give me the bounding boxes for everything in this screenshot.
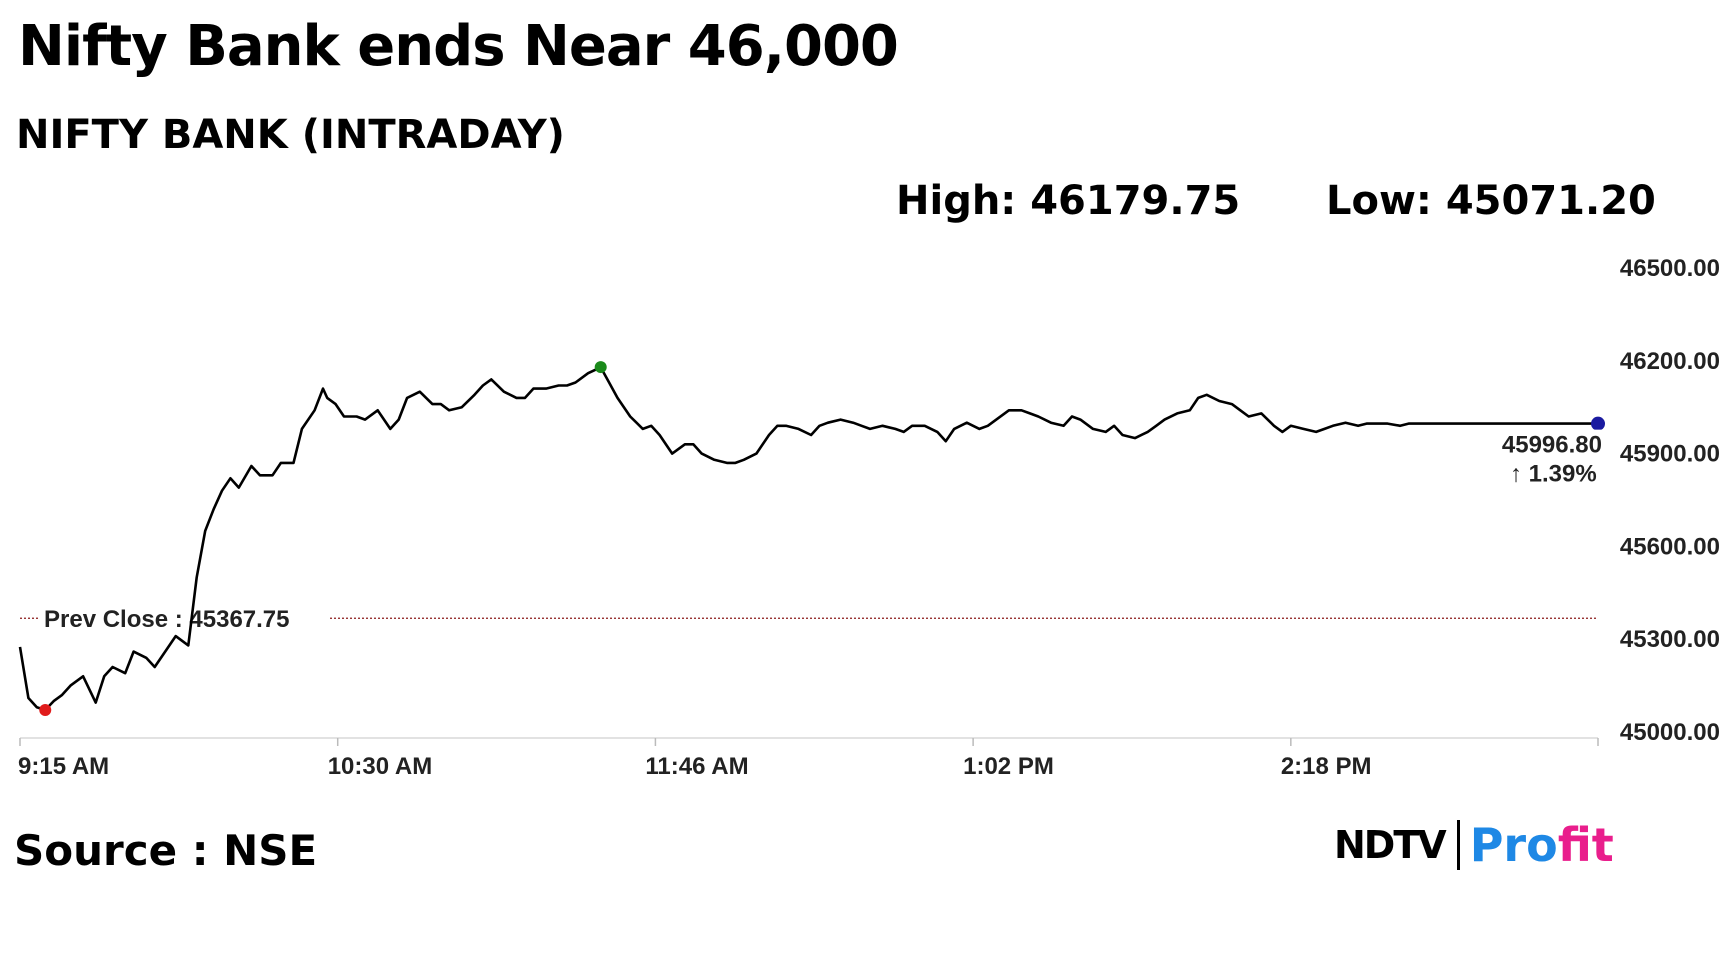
y-tick-label: 45000.00 [1620,719,1720,746]
day-low-label: Low: 45071.20 [1326,178,1656,224]
logo-profit-text: Profit [1470,818,1614,872]
prev-close-label: Prev Close : 45367.75 [44,606,290,633]
logo-ndtv-text: NDTV [1334,823,1447,867]
chart-subtitle: NIFTY BANK (INTRADAY) [16,112,565,158]
y-tick-label: 45600.00 [1620,533,1720,560]
x-tick-label: 9:15 AM [18,753,109,780]
x-tick-label: 2:18 PM [1281,753,1372,780]
change-percent-label: ↑ 1.39% [1510,461,1597,488]
ndtv-profit-logo: NDTV Profit [1334,818,1614,872]
x-tick-label: 1:02 PM [963,753,1054,780]
last-price-marker [1591,416,1605,431]
source-label: Source : NSE [14,826,318,875]
day-high-label: High: 46179.75 [896,178,1241,224]
logo-divider [1456,820,1460,870]
y-tick-label: 45900.00 [1620,441,1720,468]
x-tick-label: 11:46 AM [645,753,748,780]
price-series [18,365,1598,712]
chart-title: Nifty Bank ends Near 46,000 [18,14,899,79]
x-tick-label: 10:30 AM [328,753,432,780]
y-tick-label: 46200.00 [1620,348,1720,375]
last-price-label-bg [1508,429,1604,458]
last-price-label: 45996.80 [1502,432,1602,459]
logo-profit-part2: fit [1557,818,1614,872]
y-tick-label: 46500.00 [1620,255,1720,282]
chart-axes: 9:15 AM 10:30 AM 11:46 AM 1:02 PM 2:18 PM 465… [18,255,1720,780]
price-line [18,365,1598,712]
y-tick-label: 45300.00 [1620,626,1720,653]
logo-profit-part1: Pro [1469,818,1558,872]
high-marker [594,361,607,374]
low-marker [39,703,52,716]
prev-close-line: Prev Close : 45367.75 [20,606,1598,633]
chart-markers: 45996.80↑ 1.39% [39,361,1605,716]
